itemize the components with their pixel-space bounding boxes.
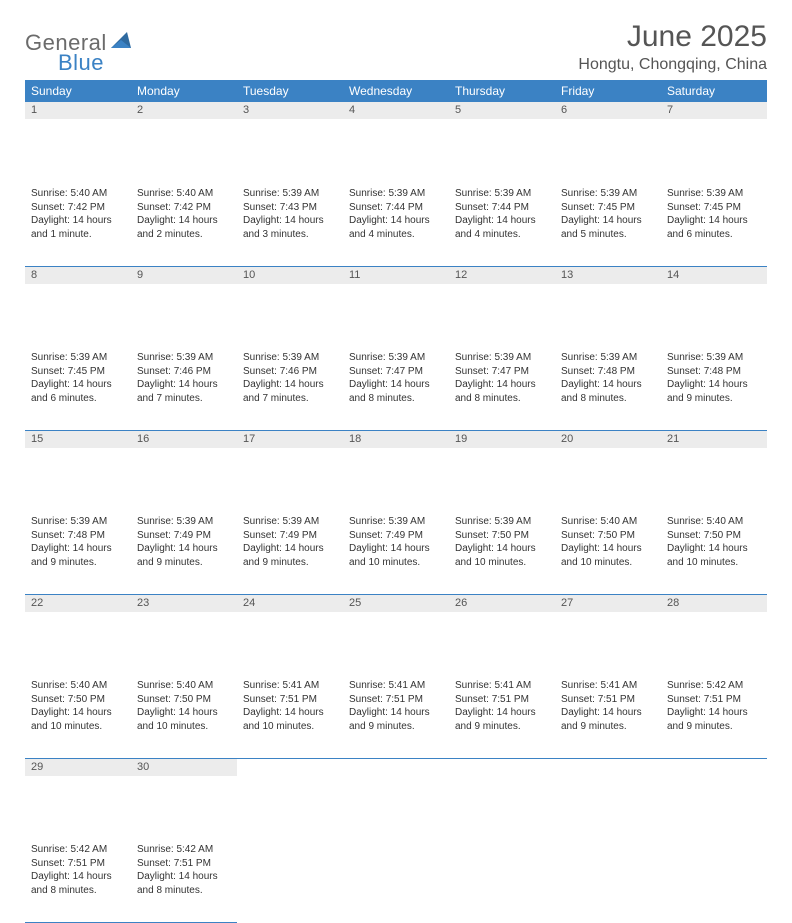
weekday-header: Thursday [449, 80, 555, 102]
day-cell: Sunrise: 5:41 AMSunset: 7:51 PMDaylight:… [449, 676, 555, 741]
day-number-row: 2930 [25, 758, 767, 840]
day-number: 20 [555, 431, 661, 448]
day-number: 11 [343, 267, 449, 284]
day-number: 17 [237, 431, 343, 448]
title-block: June 2025 Hongtu, Chongqing, China [578, 20, 767, 74]
day-number: 13 [555, 267, 661, 284]
day-number: 18 [343, 431, 449, 448]
day-number: 26 [449, 595, 555, 612]
day-cell: Sunrise: 5:39 AMSunset: 7:48 PMDaylight:… [555, 348, 661, 413]
empty-day-number [661, 759, 767, 776]
day-cell: Sunrise: 5:40 AMSunset: 7:42 PMDaylight:… [25, 184, 131, 249]
day-cell: Sunrise: 5:41 AMSunset: 7:51 PMDaylight:… [555, 676, 661, 741]
empty-day-number [343, 759, 449, 776]
day-cell: Sunrise: 5:40 AMSunset: 7:50 PMDaylight:… [131, 676, 237, 741]
day-content-row: Sunrise: 5:42 AMSunset: 7:51 PMDaylight:… [25, 840, 767, 922]
weekday-header: Tuesday [237, 80, 343, 102]
day-number: 19 [449, 431, 555, 448]
day-cell: Sunrise: 5:41 AMSunset: 7:51 PMDaylight:… [343, 676, 449, 741]
weekday-header: Monday [131, 80, 237, 102]
logo: General Blue [25, 20, 131, 56]
day-number: 2 [131, 102, 237, 119]
weekday-header: Saturday [661, 80, 767, 102]
day-number: 21 [661, 431, 767, 448]
day-number: 3 [237, 102, 343, 119]
empty-day-cell [449, 840, 555, 905]
day-cell: Sunrise: 5:39 AMSunset: 7:46 PMDaylight:… [131, 348, 237, 413]
day-cell: Sunrise: 5:39 AMSunset: 7:47 PMDaylight:… [449, 348, 555, 413]
day-number: 10 [237, 267, 343, 284]
day-cell: Sunrise: 5:39 AMSunset: 7:50 PMDaylight:… [449, 512, 555, 577]
day-cell: Sunrise: 5:42 AMSunset: 7:51 PMDaylight:… [131, 840, 237, 905]
day-cell: Sunrise: 5:39 AMSunset: 7:49 PMDaylight:… [343, 512, 449, 577]
day-number-row: 891011121314 [25, 266, 767, 348]
day-cell: Sunrise: 5:39 AMSunset: 7:47 PMDaylight:… [343, 348, 449, 413]
day-cell: Sunrise: 5:40 AMSunset: 7:50 PMDaylight:… [555, 512, 661, 577]
calendar-table: Sunday Monday Tuesday Wednesday Thursday… [25, 80, 767, 923]
day-number: 12 [449, 267, 555, 284]
empty-day-cell [237, 840, 343, 905]
weekday-header-row: Sunday Monday Tuesday Wednesday Thursday… [25, 80, 767, 102]
day-number: 27 [555, 595, 661, 612]
day-cell: Sunrise: 5:39 AMSunset: 7:45 PMDaylight:… [25, 348, 131, 413]
day-number: 4 [343, 102, 449, 119]
empty-day-number [555, 759, 661, 776]
day-number: 24 [237, 595, 343, 612]
day-cell: Sunrise: 5:40 AMSunset: 7:50 PMDaylight:… [661, 512, 767, 577]
day-cell: Sunrise: 5:39 AMSunset: 7:48 PMDaylight:… [661, 348, 767, 413]
day-cell: Sunrise: 5:40 AMSunset: 7:50 PMDaylight:… [25, 676, 131, 741]
day-number: 25 [343, 595, 449, 612]
month-title: June 2025 [578, 20, 767, 54]
empty-day-cell [661, 840, 767, 905]
day-cell: Sunrise: 5:39 AMSunset: 7:43 PMDaylight:… [237, 184, 343, 249]
logo-word-blue: Blue [58, 50, 104, 76]
day-number: 1 [25, 102, 131, 119]
day-number-row: 15161718192021 [25, 430, 767, 512]
day-cell: Sunrise: 5:40 AMSunset: 7:42 PMDaylight:… [131, 184, 237, 249]
day-cell: Sunrise: 5:39 AMSunset: 7:49 PMDaylight:… [131, 512, 237, 577]
day-number: 28 [661, 595, 767, 612]
day-content-row: Sunrise: 5:40 AMSunset: 7:42 PMDaylight:… [25, 184, 767, 266]
day-number: 8 [25, 267, 131, 284]
day-number: 5 [449, 102, 555, 119]
logo-triangle-icon [111, 32, 131, 48]
empty-day-cell [555, 840, 661, 905]
day-cell: Sunrise: 5:39 AMSunset: 7:46 PMDaylight:… [237, 348, 343, 413]
day-number: 7 [661, 102, 767, 119]
day-cell: Sunrise: 5:39 AMSunset: 7:49 PMDaylight:… [237, 512, 343, 577]
day-number: 22 [25, 595, 131, 612]
day-cell: Sunrise: 5:39 AMSunset: 7:44 PMDaylight:… [343, 184, 449, 249]
header: General Blue June 2025 Hongtu, Chongqing… [25, 20, 767, 74]
day-number: 6 [555, 102, 661, 119]
location: Hongtu, Chongqing, China [578, 56, 767, 74]
empty-day-number [449, 759, 555, 776]
empty-day-cell [343, 840, 449, 905]
day-content-row: Sunrise: 5:39 AMSunset: 7:48 PMDaylight:… [25, 512, 767, 594]
day-number: 16 [131, 431, 237, 448]
day-number: 15 [25, 431, 131, 448]
day-number: 30 [131, 759, 237, 776]
day-content-row: Sunrise: 5:39 AMSunset: 7:45 PMDaylight:… [25, 348, 767, 430]
day-number-row: 22232425262728 [25, 594, 767, 676]
day-cell: Sunrise: 5:41 AMSunset: 7:51 PMDaylight:… [237, 676, 343, 741]
weekday-header: Friday [555, 80, 661, 102]
day-cell: Sunrise: 5:39 AMSunset: 7:45 PMDaylight:… [661, 184, 767, 249]
day-number-row: 1234567 [25, 102, 767, 184]
day-cell: Sunrise: 5:42 AMSunset: 7:51 PMDaylight:… [661, 676, 767, 741]
day-number: 29 [25, 759, 131, 776]
empty-day-number [237, 759, 343, 776]
day-cell: Sunrise: 5:39 AMSunset: 7:44 PMDaylight:… [449, 184, 555, 249]
day-number: 23 [131, 595, 237, 612]
weekday-header: Wednesday [343, 80, 449, 102]
day-cell: Sunrise: 5:39 AMSunset: 7:45 PMDaylight:… [555, 184, 661, 249]
day-content-row: Sunrise: 5:40 AMSunset: 7:50 PMDaylight:… [25, 676, 767, 758]
day-number: 14 [661, 267, 767, 284]
day-cell: Sunrise: 5:39 AMSunset: 7:48 PMDaylight:… [25, 512, 131, 577]
day-cell: Sunrise: 5:42 AMSunset: 7:51 PMDaylight:… [25, 840, 131, 905]
weekday-header: Sunday [25, 80, 131, 102]
day-number: 9 [131, 267, 237, 284]
